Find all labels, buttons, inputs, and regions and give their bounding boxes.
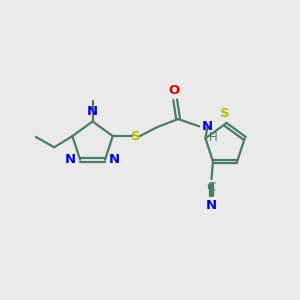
Text: S: S bbox=[220, 107, 230, 120]
Text: N: N bbox=[202, 121, 213, 134]
Text: C: C bbox=[206, 181, 215, 194]
Text: N: N bbox=[65, 153, 76, 166]
Text: O: O bbox=[169, 84, 180, 97]
Text: H: H bbox=[209, 131, 218, 144]
Text: N: N bbox=[87, 105, 98, 118]
Text: S: S bbox=[131, 130, 140, 142]
Text: N: N bbox=[109, 153, 120, 166]
Text: N: N bbox=[206, 199, 217, 212]
